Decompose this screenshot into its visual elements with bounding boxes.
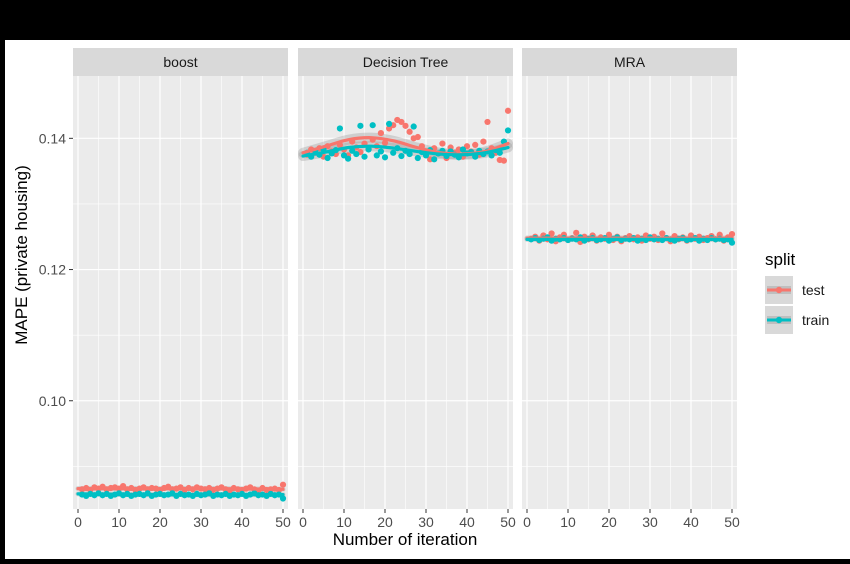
x-tick-label: 50: [500, 514, 516, 530]
data-point-test: [377, 129, 384, 137]
data-point-test: [504, 107, 512, 114]
data-point-test: [381, 139, 389, 147]
x-axis-title: Number of iteration: [333, 530, 478, 549]
y-tick-label: 0.14: [39, 130, 66, 146]
data-point-train: [406, 150, 413, 158]
data-point-train: [410, 123, 417, 130]
x-tick-label: 20: [152, 514, 168, 530]
facet-strip-label: boost: [163, 54, 197, 70]
data-point-train: [365, 146, 372, 153]
data-point-train: [488, 152, 495, 159]
x-tick-label: 10: [336, 514, 352, 530]
data-point-test: [279, 481, 287, 488]
legend-key-point: [775, 316, 783, 324]
data-point-test: [728, 231, 736, 238]
data-point-test: [472, 141, 479, 148]
facet-strip: [73, 48, 288, 76]
data-point-train: [377, 148, 384, 155]
x-tick-label: 0: [299, 514, 307, 530]
x-tick-label: 40: [234, 514, 250, 530]
x-tick-label: 0: [74, 514, 82, 530]
y-axis-title: MAPE (private housing): [12, 165, 31, 345]
x-tick-label: 20: [377, 514, 393, 530]
data-point-train: [369, 122, 376, 129]
data-point-test: [398, 118, 405, 126]
x-tick-label: 40: [459, 514, 475, 530]
trend-line-train: [301, 144, 510, 158]
chart-figure: boost Decision Tree MRA 0 10 20 30 40 50 0 10 20 30…: [5, 40, 850, 559]
x-tick-label: 50: [724, 514, 740, 530]
data-point-test: [480, 138, 487, 145]
faceted-scatter-chart: boost Decision Tree MRA 0 10 20 30 40 50 0 10 20 30…: [12, 48, 829, 549]
data-point-train: [504, 127, 512, 134]
data-point-train: [398, 152, 405, 160]
legend-label-test: test: [802, 282, 825, 298]
data-point-train: [361, 153, 368, 160]
legend-label-train: train: [802, 312, 829, 328]
facet-strip-label: MRA: [614, 54, 646, 70]
x-tick-label: 10: [111, 514, 127, 530]
x-tick-label: 50: [275, 514, 291, 530]
x-tick-label: 30: [193, 514, 209, 530]
facet-panel: Decision Tree: [298, 48, 513, 509]
data-point-test: [659, 230, 666, 237]
y-tick-label: 0.10: [39, 393, 66, 409]
data-point-train: [459, 146, 466, 153]
facet-panel: MRA: [522, 48, 737, 509]
data-point-train: [324, 154, 331, 162]
data-point-train: [386, 120, 393, 127]
x-tick-label: 10: [560, 514, 576, 530]
data-point-train: [279, 495, 287, 502]
trend-line-test: [76, 487, 285, 491]
data-point-train: [728, 239, 736, 246]
y-tick-label: 0.12: [39, 262, 66, 278]
data-point-test: [406, 128, 413, 135]
x-tick-label: 30: [418, 514, 434, 530]
facet-strip: [522, 48, 737, 76]
facet-strip: [298, 48, 513, 76]
data-point-test: [548, 230, 555, 237]
facet-strip-label: Decision Tree: [363, 54, 449, 70]
data-point-train: [373, 152, 380, 159]
legend-key-point: [775, 286, 783, 294]
legend: split test train: [765, 250, 829, 334]
x-tick-label: 0: [523, 514, 531, 530]
data-point-train: [353, 150, 360, 158]
data-point-test: [439, 140, 446, 147]
data-point-test: [500, 157, 507, 164]
data-point-train: [414, 154, 421, 162]
facet-panel: boost: [73, 48, 288, 509]
data-point-train: [336, 125, 343, 132]
data-point-train: [381, 154, 389, 161]
x-tick-label: 40: [683, 514, 699, 530]
data-point-test: [573, 229, 580, 236]
data-point-test: [414, 133, 421, 141]
trend-line-train: [76, 492, 285, 497]
data-point-test: [484, 118, 491, 126]
data-point-train: [345, 155, 352, 162]
x-tick-label: 30: [642, 514, 658, 530]
data-point-train: [357, 122, 364, 129]
legend-title: split: [765, 250, 796, 269]
data-point-train: [390, 149, 397, 156]
data-point-test: [402, 122, 409, 129]
x-tick-label: 20: [601, 514, 617, 530]
data-point-train: [431, 156, 438, 163]
